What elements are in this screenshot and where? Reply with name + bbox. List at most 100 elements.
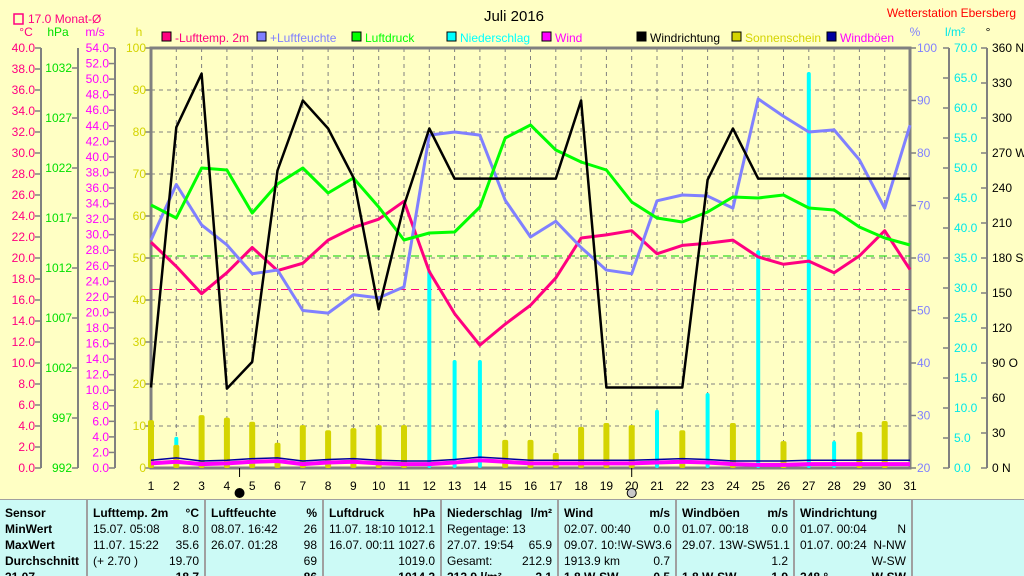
sun-tick-label: 100 bbox=[126, 41, 146, 55]
wind-tick-label: 22.0 bbox=[86, 290, 110, 304]
temp-tick-label: 26.0 bbox=[12, 188, 36, 202]
table-row: (+ 2.70 )19.70 bbox=[93, 553, 199, 569]
precipitation-bar bbox=[756, 250, 760, 468]
x-tick-label: 6 bbox=[274, 479, 281, 493]
x-tick-label: 21 bbox=[650, 479, 664, 493]
rain-tick-label: 40.0 bbox=[954, 221, 978, 235]
table-cell: MinWert bbox=[5, 521, 52, 537]
temp-tick-label: 36.0 bbox=[12, 83, 36, 97]
x-tick-label: 22 bbox=[676, 479, 690, 493]
rain-tick-label: 65.0 bbox=[954, 71, 978, 85]
table-cell: 3.6 bbox=[655, 537, 672, 553]
table-cell: °C bbox=[186, 505, 199, 521]
x-tick-label: 28 bbox=[827, 479, 841, 493]
x-tick-label: 19 bbox=[600, 479, 614, 493]
x-tick-label: 17 bbox=[549, 479, 563, 493]
wind-unit: m/s bbox=[85, 25, 104, 39]
table-cell: 98 bbox=[304, 537, 317, 553]
wind-tick-label: 38.0 bbox=[86, 165, 110, 179]
x-tick-label: 4 bbox=[224, 479, 231, 493]
x-tick-label: 18 bbox=[574, 479, 588, 493]
table-header: Lufttemp. 2m°C bbox=[93, 505, 199, 521]
table-cell: 1913.9 km bbox=[564, 553, 620, 569]
table-row: 69 bbox=[211, 553, 317, 569]
sun-tick-label: 60 bbox=[133, 209, 147, 223]
legend-label: Niederschlag bbox=[460, 31, 530, 45]
x-tick-label: 23 bbox=[701, 479, 715, 493]
legend-swatch bbox=[162, 32, 171, 41]
table-cell: Gesamt: bbox=[447, 553, 492, 569]
table-cell: 11.07. 15:22 bbox=[93, 537, 159, 553]
rain-tick-label: 15.0 bbox=[954, 371, 978, 385]
pressure-tick-label: 1012 bbox=[45, 261, 72, 275]
x-tick-label: 1 bbox=[148, 479, 155, 493]
temp-tick-label: 30.0 bbox=[12, 146, 36, 160]
temp-tick-label: 28.0 bbox=[12, 167, 36, 181]
table-cell: 26.07. 01:28 bbox=[211, 537, 278, 553]
table-cell: Niederschlag bbox=[447, 505, 522, 521]
temp-tick-label: 18.0 bbox=[12, 272, 36, 286]
direction-tick-label: 360 N bbox=[992, 41, 1024, 55]
temp-tick-label: 32.0 bbox=[12, 125, 36, 139]
pressure-tick-label: 1032 bbox=[45, 61, 72, 75]
temp-unit: °C bbox=[19, 25, 33, 39]
new-moon-icon bbox=[235, 489, 244, 498]
pressure-tick-label: 997 bbox=[52, 411, 72, 425]
table-cell: 09.07. 10:!W-SW bbox=[564, 537, 655, 553]
precipitation-bar bbox=[706, 393, 710, 468]
x-tick-label: 8 bbox=[325, 479, 332, 493]
sunshine-bar bbox=[603, 423, 609, 468]
table-cell: m/s bbox=[767, 505, 788, 521]
humidity-tick-label: 70 bbox=[917, 199, 931, 213]
wind-tick-label: 48.0 bbox=[86, 88, 110, 102]
temp-tick-label: 20.0 bbox=[12, 251, 36, 265]
legend-label: -Lufttemp. 2m bbox=[175, 31, 249, 45]
x-tick-label: 25 bbox=[752, 479, 766, 493]
wind-tick-label: 0.0 bbox=[92, 461, 109, 475]
table-row: 26.07. 01:28 98 bbox=[211, 537, 317, 553]
sunshine-bar bbox=[275, 443, 281, 468]
direction-tick-label: 60 bbox=[992, 391, 1006, 405]
table-cell: 1012.1 bbox=[398, 521, 435, 537]
temp-tick-label: 2.0 bbox=[18, 440, 35, 454]
humidity-tick-label: 20 bbox=[917, 461, 931, 475]
table-cell: 15.07. 05:08 bbox=[93, 521, 160, 537]
full-moon-icon bbox=[627, 489, 636, 498]
table-empty-column bbox=[913, 500, 1024, 576]
sun-unit: h bbox=[136, 25, 143, 39]
pressure-unit: hPa bbox=[47, 25, 69, 39]
x-tick-label: 24 bbox=[726, 479, 740, 493]
pressure-tick-label: 1007 bbox=[45, 311, 72, 325]
wind-tick-label: 46.0 bbox=[86, 103, 110, 117]
table-row: 1.2 bbox=[682, 553, 788, 569]
x-tick-label: 26 bbox=[777, 479, 791, 493]
wind-tick-label: 50.0 bbox=[86, 72, 110, 86]
table-cell: 26 bbox=[304, 521, 317, 537]
temp-tick-label: 24.0 bbox=[12, 209, 36, 223]
wind-tick-label: 54.0 bbox=[86, 41, 110, 55]
direction-tick-label: 300 bbox=[992, 111, 1012, 125]
humidity-tick-label: 80 bbox=[917, 146, 931, 160]
direction-tick-label: 150 bbox=[992, 286, 1012, 300]
pressure-tick-label: 1017 bbox=[45, 211, 72, 225]
x-tick-label: 9 bbox=[350, 479, 357, 493]
x-tick-label: 13 bbox=[448, 479, 462, 493]
direction-unit: ° bbox=[986, 25, 991, 39]
wind-tick-label: 2.0 bbox=[92, 445, 109, 459]
table-cell: 1019.0 bbox=[398, 553, 435, 569]
wind-tick-label: 24.0 bbox=[86, 274, 110, 288]
table-cell: 02.07. 00:40 bbox=[564, 521, 631, 537]
table-cell: 0.0 bbox=[653, 521, 670, 537]
table-cell: 27.07. 19:54 bbox=[447, 537, 514, 553]
table-cell: 11.07. 18:10 bbox=[329, 521, 395, 537]
table-cell: m/s bbox=[649, 505, 670, 521]
table-row: Regentage: 13 bbox=[447, 521, 552, 537]
